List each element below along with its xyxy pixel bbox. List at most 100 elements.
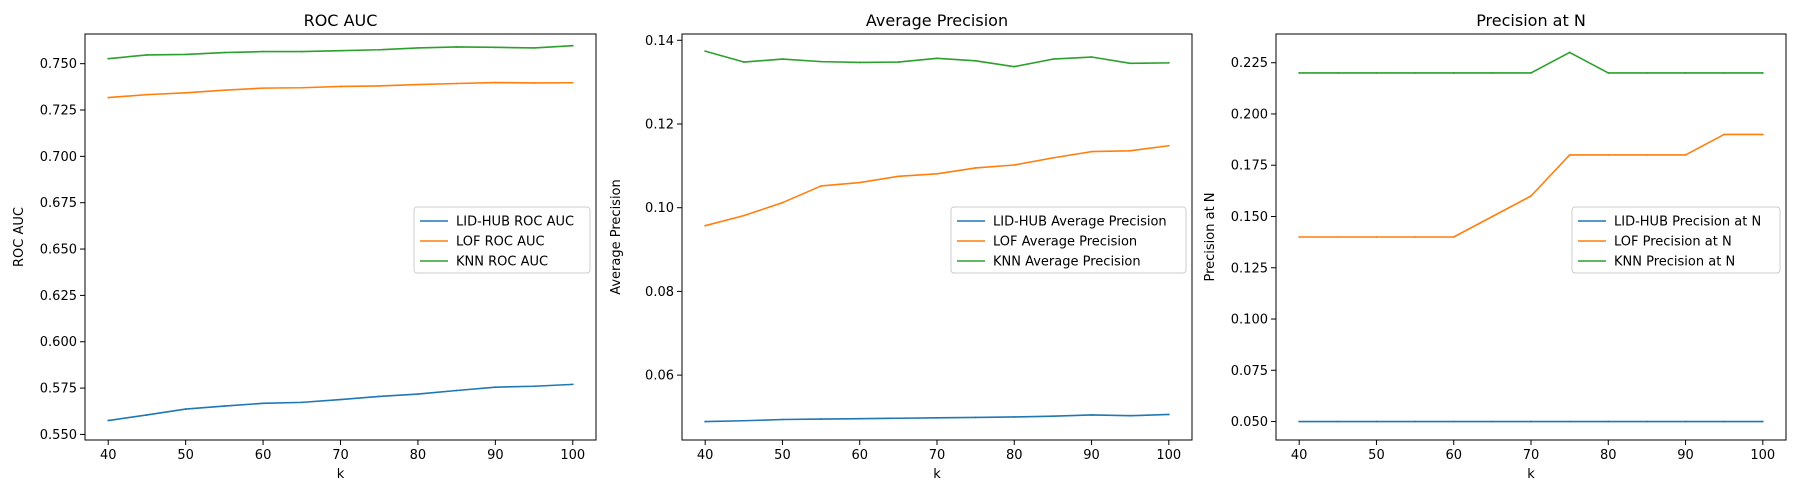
chart-precision-at-n-series-3-point — [1684, 72, 1687, 74]
chart-roc-auc-legend-label-2: LOF ROC AUC — [456, 235, 545, 250]
chart-roc-auc-series-1-point — [455, 389, 458, 392]
chart-precision-at-n-legend-label-2: LOF Precision at N — [1614, 235, 1732, 250]
chart-avg-precision-series-2-point — [820, 185, 822, 187]
chart-roc-auc-ytick-label: 0.750 — [40, 57, 77, 72]
chart-avg-precision-xtick-label: 100 — [1156, 448, 1181, 463]
chart-precision-at-n-series-1-point — [1375, 420, 1378, 423]
chart-avg-precision-series-3-point — [704, 50, 707, 53]
chart-avg-precision-series-2-point — [1129, 149, 1132, 152]
chart-precision-at-n-series-3-point — [1452, 72, 1455, 74]
chart-precision-at-n-ytick-label: 0.150 — [1231, 210, 1268, 225]
chart-avg-precision-axes-frame — [681, 33, 1193, 441]
chart-roc-auc-series-3-point — [262, 50, 264, 53]
chart-avg-precision-series-1-point — [858, 417, 861, 420]
chart-roc-auc-series-1-point — [494, 386, 497, 389]
chart-roc-auc-series-1-point — [146, 414, 148, 416]
chart-avg-precision-series-2-point — [1090, 150, 1093, 153]
chart-avg-precision-series-1-point — [820, 418, 822, 420]
chart-precision-at-n-series-1-point — [1491, 420, 1494, 423]
chart-avg-precision-series-3-point — [1167, 61, 1170, 64]
chart-avg-precision-series-2-point — [781, 201, 784, 204]
chart-roc-auc-series-line-1 — [108, 383, 573, 422]
chart-avg-precision-xtick-label: 70 — [929, 448, 946, 463]
chart-precision-at-n-series-1-point — [1723, 420, 1726, 423]
chart-avg-precision-ytick-label: 0.06 — [645, 369, 674, 384]
chart-roc-auc-series-2-point — [339, 85, 342, 88]
chart-roc-auc-ylabel: ROC AUC — [12, 207, 27, 267]
chart-precision-at-n-legend-label-1: LID-HUB Precision at N — [1614, 215, 1761, 230]
chart-roc-auc-xlabel: k — [337, 467, 345, 482]
chart-avg-precision-series-1-point — [1167, 413, 1170, 416]
chart-avg-precision-series-1-point — [1052, 415, 1054, 418]
chart-avg-precision-series-2-point — [1052, 156, 1054, 159]
chart-precision-at-n-xlabel: k — [1527, 467, 1535, 482]
chart-roc-auc-series-2-point — [571, 81, 574, 84]
chart-precision-at-n-series-2-point — [1568, 154, 1571, 156]
chart-roc-auc-series-1-point — [184, 408, 187, 410]
chart-roc-auc-series-1-point — [378, 395, 381, 398]
chart-roc-auc-series-1-point — [339, 398, 342, 401]
chart-precision-at-n-legend: LID-HUB Precision at N LOF Precision at N… — [1571, 206, 1781, 274]
chart-precision-at-n-series-2-point — [1452, 236, 1455, 238]
chart-roc-auc-xtick-label: 40 — [100, 448, 117, 463]
chart-roc-auc-series-2-point — [533, 82, 535, 84]
chart-roc-auc: ROC AUC 40 50 60 70 80 90 100 0.550 0.575 0.600 0.6… — [12, 11, 597, 482]
chart-avg-precision-series-2-point — [897, 175, 900, 178]
chart-precision-at-n-ytick-label: 0.125 — [1231, 261, 1268, 276]
chart-avg-precision-ytick-label: 0.08 — [645, 285, 674, 300]
chart-avg-precision-series-3-point — [858, 61, 861, 64]
chart-roc-auc-series-2-point — [378, 85, 381, 87]
chart-roc-auc-series-3-point — [533, 47, 535, 49]
chart-roc-auc-series-line-2 — [108, 81, 573, 99]
chart-precision-at-n-ytick-label: 0.075 — [1231, 364, 1268, 379]
chart-avg-precision-series-3-point — [936, 57, 938, 60]
chart-precision-at-n-series-2-point — [1684, 154, 1687, 156]
chart-precision-at-n-ytick-label: 0.100 — [1231, 313, 1268, 328]
chart-roc-auc-series-2-point — [107, 96, 110, 99]
chart-roc-auc-series-3-point — [300, 50, 303, 53]
chart-avg-precision-series-1-point — [1090, 413, 1093, 416]
chart-avg-precision-legend-label-1: LID-HUB Average Precision — [993, 215, 1167, 230]
chart-avg-precision-xlabel: k — [933, 467, 941, 482]
chart-precision-at-n-series-3-point — [1336, 72, 1339, 74]
chart-precision-at-n-series-3-point — [1568, 51, 1571, 54]
chart-precision-at-n-series-1-point — [1607, 420, 1610, 423]
chart-roc-auc-axes-frame — [84, 33, 597, 441]
chart-avg-precision-ytick-label: 0.10 — [645, 201, 674, 216]
chart-precision-at-n-series-line-3 — [1299, 51, 1763, 74]
chart-precision-at-n-series-2-point — [1298, 236, 1301, 238]
chart-avg-precision-xtick-label: 50 — [774, 448, 791, 463]
chart-roc-auc-xtick-label: 70 — [332, 448, 349, 463]
chart-roc-auc-ytick-label: 0.725 — [40, 104, 77, 119]
chart-precision-at-n-series-2-point — [1375, 236, 1378, 238]
chart-avg-precision-series-1-point — [1129, 414, 1132, 417]
chart-roc-auc-series-3-point — [417, 47, 419, 49]
chart-roc-auc-series-1-point — [533, 385, 535, 388]
chart-roc-auc-series-1-point — [417, 393, 419, 395]
chart-precision-at-n-xtick-label: 70 — [1523, 448, 1540, 463]
chart-precision-at-n-title: Precision at N — [1476, 11, 1586, 30]
chart-roc-auc-series-1-point — [107, 419, 110, 422]
chart-roc-auc-title: ROC AUC — [304, 11, 378, 30]
chart-avg-precision-series-3-point — [897, 61, 900, 63]
chart-precision-at-n-series-1-point — [1530, 420, 1532, 423]
chart-precision-at-n-xtick-label: 60 — [1445, 448, 1462, 463]
chart-roc-auc-xtick-label: 60 — [255, 448, 272, 463]
chart-roc-auc-ytick-label: 0.600 — [40, 335, 77, 350]
chart-avg-precision-series-1-point — [897, 417, 900, 420]
chart-precision-at-n-series-2-point — [1336, 236, 1339, 238]
chart-precision-at-n-ylabel: Precision at N — [1203, 192, 1218, 281]
chart-avg-precision-legend-box — [950, 206, 1187, 274]
chart-avg-precision-series-3-point — [1090, 56, 1093, 58]
chart-avg-precision-series-1-point — [974, 416, 977, 419]
chart-avg-precision-series-2-point — [974, 167, 977, 169]
chart-roc-auc-ytick-label: 0.625 — [40, 289, 77, 304]
chart-roc-auc-series-2-point — [455, 82, 458, 85]
chart-roc-auc-series-1-point — [223, 405, 226, 407]
chart-roc-auc-legend-box — [413, 206, 591, 274]
chart-precision-at-n-series-3-point — [1491, 72, 1494, 74]
chart-avg-precision-xtick-label: 40 — [697, 448, 714, 463]
chart-precision-at-n-series-3-point — [1298, 72, 1301, 74]
chart-precision-at-n-series-1-point — [1684, 420, 1687, 423]
